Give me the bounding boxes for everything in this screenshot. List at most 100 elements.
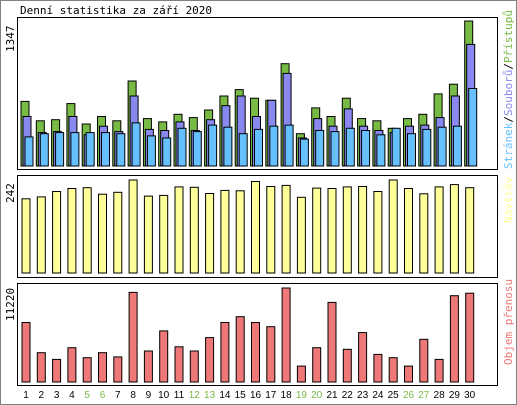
kbytes-bar xyxy=(281,287,291,383)
visits-bar xyxy=(189,186,199,274)
kbytes-bar xyxy=(373,353,383,383)
day-label: 18 xyxy=(281,390,293,401)
pages-bar xyxy=(192,131,202,167)
kbytes-panel-frame xyxy=(17,283,498,386)
kbytes-bar xyxy=(82,357,92,383)
hits-panel-legend: Stránek/Souborů/Přístupů xyxy=(502,10,515,169)
kbytes-bar xyxy=(404,365,413,383)
kbytes-bar xyxy=(98,352,107,383)
day-label: 6 xyxy=(100,390,106,401)
hits-bars xyxy=(20,20,478,167)
visits-bar xyxy=(312,187,322,274)
pages-bar xyxy=(24,136,34,167)
visits-bar xyxy=(174,186,184,274)
day-label: 13 xyxy=(204,390,216,401)
chart-title: Denní statistika za září 2020 xyxy=(20,4,212,17)
pages-bar xyxy=(146,135,156,167)
pages-bar xyxy=(177,127,187,167)
pages-bar xyxy=(162,137,172,167)
legend-sep-1: / xyxy=(502,116,515,123)
kbytes-bar xyxy=(251,322,260,383)
pages-bar xyxy=(422,128,432,167)
pages-bar xyxy=(284,124,294,167)
day-label: 7 xyxy=(115,390,121,401)
visits-bar xyxy=(52,191,62,274)
visits-bar xyxy=(143,195,153,274)
kbytes-bar xyxy=(205,337,215,383)
kbytes-bar xyxy=(327,301,337,383)
visits-bar xyxy=(128,179,138,274)
visits-bar xyxy=(419,193,429,274)
kbytes-bar xyxy=(21,322,31,383)
kbytes-panel-label: Objem přenosu xyxy=(502,279,515,365)
day-label: 2 xyxy=(39,390,45,401)
pages-bar xyxy=(223,126,233,167)
pages-bar xyxy=(254,128,263,167)
visits-panel: 242 Návštěv xyxy=(4,175,515,278)
visits-bar xyxy=(36,196,46,274)
kbytes-bar xyxy=(67,347,77,383)
visits-bar xyxy=(373,191,383,274)
kbytes-bar xyxy=(266,326,276,383)
day-label: 19 xyxy=(296,390,308,401)
visits-bar xyxy=(82,187,92,274)
pages-bar xyxy=(116,133,126,167)
pages-bar xyxy=(101,132,110,167)
visits-bar xyxy=(98,193,107,274)
kbytes-bar xyxy=(296,365,306,383)
visits-bar xyxy=(327,188,337,274)
day-label: 17 xyxy=(265,390,277,401)
day-label: 10 xyxy=(158,390,170,401)
visits-max-label: 242 xyxy=(4,183,17,203)
kbytes-panel: 11220 Objem přenosu xyxy=(4,279,515,386)
kbytes-max-label: 11220 xyxy=(4,288,17,321)
visits-bar xyxy=(251,181,260,274)
kbytes-bar xyxy=(52,358,62,383)
pages-bar xyxy=(269,125,279,167)
kbytes-bars xyxy=(21,287,475,383)
hits-panel-frame xyxy=(17,17,498,170)
day-label: 23 xyxy=(357,390,369,401)
kbytes-bar xyxy=(434,358,444,383)
visits-bar xyxy=(404,188,413,274)
day-label: 30 xyxy=(464,390,476,401)
day-label: 4 xyxy=(69,390,75,401)
pages-bar xyxy=(238,133,248,167)
kbytes-bar xyxy=(174,346,184,383)
visits-bar xyxy=(205,193,215,274)
visits-bars xyxy=(21,179,475,274)
visits-bar xyxy=(358,186,368,274)
kbytes-bar xyxy=(220,322,230,383)
day-labels: 1 2 3 4 5 6 7 8 9 10 11 12 13 14 15 16 17 18 19 20 21 22 23 24 2… xyxy=(23,390,475,401)
pages-bar xyxy=(391,127,401,167)
legend-sep-2: / xyxy=(502,63,515,70)
visits-bar xyxy=(67,188,77,274)
pages-bar xyxy=(345,127,355,167)
visits-bar xyxy=(21,198,31,274)
hits-panel: 1347 Stránek/Souborů/Přístupů xyxy=(4,10,515,170)
visits-bar xyxy=(449,184,459,274)
kbytes-bar xyxy=(388,357,398,383)
day-label: 16 xyxy=(250,390,262,401)
kbytes-bar xyxy=(143,350,153,383)
legend-files: Souborů xyxy=(502,70,515,116)
kbytes-bar xyxy=(358,332,368,383)
pages-bar xyxy=(437,126,447,167)
visits-bar xyxy=(220,189,230,274)
day-label: 1 xyxy=(23,390,29,401)
day-label: 29 xyxy=(449,390,461,401)
kbytes-bar xyxy=(159,330,169,383)
legend-hits: Přístupů xyxy=(502,10,515,63)
kbytes-bar xyxy=(189,350,199,383)
visits-bar xyxy=(281,184,291,274)
day-label: 25 xyxy=(388,390,400,401)
pages-bar xyxy=(85,132,95,167)
pages-bar xyxy=(299,138,309,167)
day-label: 24 xyxy=(372,390,384,401)
visits-panel-label: Návštěv xyxy=(502,176,515,223)
visits-bar xyxy=(465,187,475,274)
day-label: 5 xyxy=(84,390,90,401)
kbytes-bar xyxy=(449,295,459,383)
kbytes-bar xyxy=(128,291,138,383)
